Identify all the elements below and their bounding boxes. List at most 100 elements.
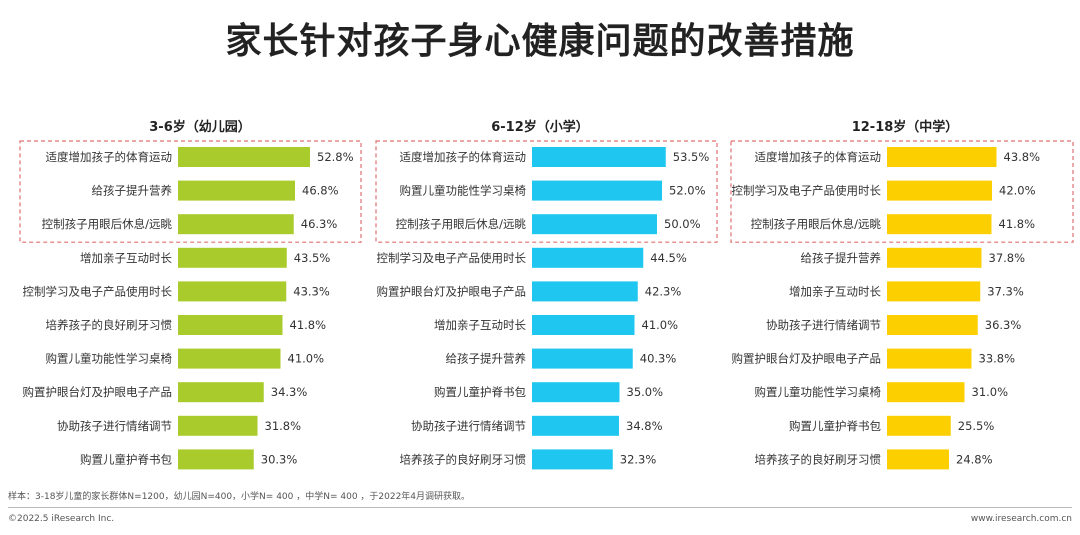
footer-divider [8,507,1072,508]
value-label-middle: 42.0% [999,184,1036,198]
category-label-middle: 适度增加孩子的体育运动 [755,150,882,164]
value-label-primary: 40.3% [640,352,677,366]
value-label-middle: 24.8% [956,452,993,466]
value-label-primary: 42.3% [645,284,682,298]
bar-kindergarten [178,348,281,369]
category-label-middle: 购置儿童护脊书包 [789,419,881,433]
bar-primary [532,449,613,470]
bar-middle [887,449,949,470]
bar-middle [887,382,965,403]
category-label-primary: 购置儿童护脊书包 [434,385,526,399]
bar-primary [532,180,662,201]
category-label-middle: 控制学习及电子产品使用时长 [732,184,882,198]
category-label-kindergarten: 增加亲子互动时长 [80,251,172,265]
bar-middle [887,180,992,201]
bar-kindergarten [178,247,287,268]
category-label-primary: 给孩子提升营养 [446,352,527,366]
category-label-primary: 增加亲子互动时长 [434,318,526,332]
category-label-primary: 控制孩子用眼后休息/远眺 [396,217,527,231]
value-label-primary: 32.3% [620,452,657,466]
value-label-primary: 52.0% [669,184,706,198]
bar-middle [887,348,972,369]
value-label-middle: 31.0% [972,385,1009,399]
bar-primary [532,147,666,167]
value-label-kindergarten: 46.8% [302,184,339,198]
bar-kindergarten [178,415,258,436]
bar-kindergarten [178,214,294,235]
chart-title-middle: 12-18岁（中学） [852,119,959,135]
value-label-kindergarten: 41.0% [288,352,325,366]
category-label-middle: 协助孩子进行情绪调节 [766,318,881,332]
category-label-primary: 培养孩子的良好刷牙习惯 [400,452,527,466]
value-label-primary: 35.0% [627,385,664,399]
value-label-primary: 50.0% [664,217,701,231]
category-label-middle: 培养孩子的良好刷牙习惯 [755,452,882,466]
value-label-primary: 34.8% [626,419,663,433]
value-label-kindergarten: 34.3% [271,385,308,399]
value-label-kindergarten: 41.8% [290,318,327,332]
category-label-primary: 适度增加孩子的体育运动 [400,150,527,164]
value-label-primary: 41.0% [642,318,679,332]
bar-kindergarten [178,315,283,335]
category-label-kindergarten: 培养孩子的良好刷牙习惯 [46,318,173,332]
bar-kindergarten [178,449,254,470]
value-label-middle: 33.8% [979,352,1016,366]
bar-primary [532,214,657,235]
category-label-primary: 控制学习及电子产品使用时长 [377,251,527,265]
value-label-middle: 37.8% [989,251,1026,265]
value-label-primary: 44.5% [650,251,687,265]
bar-primary [532,415,619,436]
bar-primary [532,315,635,335]
category-label-kindergarten: 购置儿童护脊书包 [80,452,172,466]
value-label-kindergarten: 43.3% [293,284,330,298]
value-label-middle: 37.3% [987,284,1024,298]
category-label-kindergarten: 协助孩子进行情绪调节 [57,419,172,433]
value-label-kindergarten: 31.8% [265,419,302,433]
bar-kindergarten [178,281,287,302]
value-label-middle: 43.8% [1004,150,1041,164]
highlight-box-primary [375,140,718,243]
category-label-kindergarten: 适度增加孩子的体育运动 [46,150,173,164]
bar-primary [532,247,644,268]
value-label-middle: 36.3% [985,318,1022,332]
bar-middle [887,247,982,268]
category-label-kindergarten: 购置护眼台灯及护眼电子产品 [23,385,173,399]
bar-kindergarten [178,180,295,201]
category-label-primary: 购置儿童功能性学习桌椅 [400,184,527,198]
category-label-primary: 购置护眼台灯及护眼电子产品 [377,284,527,298]
sample-footnote: 样本：3-18岁儿童的家长群体N=1200，幼儿园N=400，小学N= 400 … [8,492,471,502]
bar-middle [887,415,951,436]
value-label-kindergarten: 43.5% [294,251,331,265]
page-title: 家长针对孩子身心健康问题的改善措施 [225,21,855,62]
bar-primary [532,348,633,369]
bar-middle [887,214,992,235]
category-label-primary: 协助孩子进行情绪调节 [411,419,526,433]
category-label-kindergarten: 控制孩子用眼后休息/远眺 [42,217,173,231]
website-url: www.iresearch.com.cn [970,514,1072,524]
value-label-middle: 25.5% [958,419,995,433]
bar-kindergarten [178,147,310,167]
value-label-primary: 53.5% [673,150,710,164]
copyright-text: ©2022.5 iResearch Inc. [8,514,115,524]
highlight-box-middle [730,140,1074,243]
bar-middle [887,281,981,302]
highlight-box-kindergarten [19,140,362,243]
category-label-middle: 增加亲子互动时长 [789,284,881,298]
chart-title-kindergarten: 3-6岁（幼儿园） [149,119,251,135]
category-label-middle: 购置护眼台灯及护眼电子产品 [732,352,882,366]
value-label-kindergarten: 52.8% [317,150,354,164]
bar-primary [532,382,620,403]
value-label-middle: 41.8% [999,217,1036,231]
bar-middle [887,147,997,167]
bar-kindergarten [178,382,264,403]
category-label-middle: 购置儿童功能性学习桌椅 [755,385,882,399]
bar-primary [532,281,638,302]
bar-middle [887,315,978,335]
category-label-middle: 给孩子提升营养 [801,251,882,265]
category-label-kindergarten: 控制学习及电子产品使用时长 [23,284,173,298]
category-label-middle: 控制孩子用眼后休息/远眺 [751,217,882,231]
value-label-kindergarten: 30.3% [261,452,298,466]
category-label-kindergarten: 给孩子提升营养 [92,184,173,198]
category-label-kindergarten: 购置儿童功能性学习桌椅 [46,352,173,366]
